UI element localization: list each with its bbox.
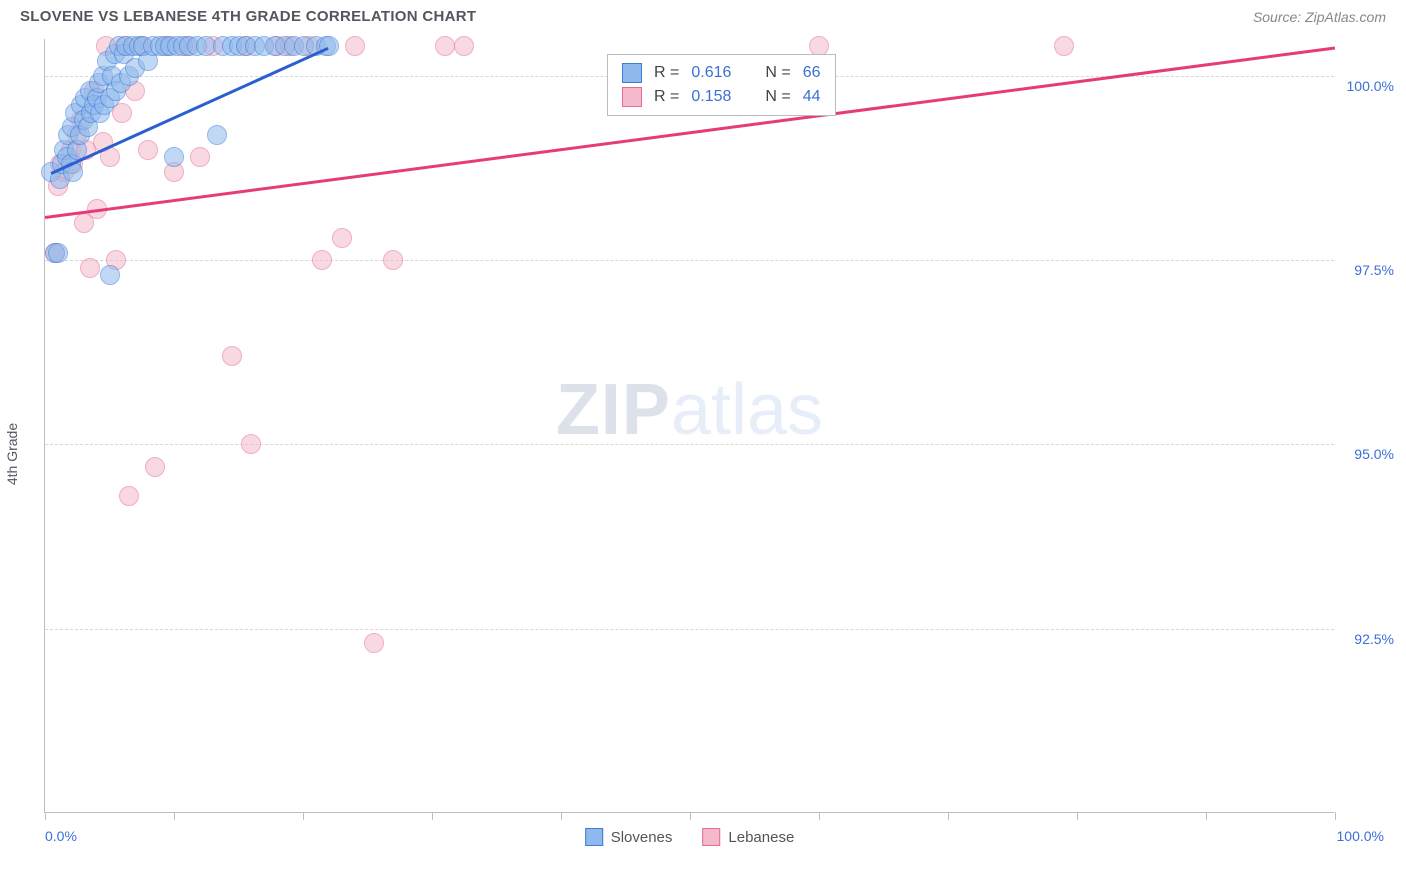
lebanese-point xyxy=(332,228,352,248)
y-tick-label: 97.5% xyxy=(1354,262,1394,278)
y-axis-label: 4th Grade xyxy=(4,423,20,485)
series-swatch xyxy=(622,63,642,83)
watermark: ZIPatlas xyxy=(556,369,823,451)
source-label: Source: ZipAtlas.com xyxy=(1253,9,1386,25)
legend-item: Lebanese xyxy=(702,828,794,846)
slovenes-point xyxy=(100,265,120,285)
legend-swatch xyxy=(585,828,603,846)
legend-swatch xyxy=(702,828,720,846)
lebanese-point xyxy=(145,457,165,477)
lebanese-point xyxy=(80,258,100,278)
stats-row: R = 0.616 N = 66 xyxy=(622,61,821,85)
slovenes-point xyxy=(48,243,68,263)
n-label: N = xyxy=(765,64,790,82)
lebanese-point xyxy=(119,486,139,506)
x-tick xyxy=(432,812,433,820)
lebanese-point xyxy=(222,346,242,366)
legend-label: Lebanese xyxy=(728,829,794,846)
plot-region: ZIPatlas 0.0% 100.0% SlovenesLebanese 10… xyxy=(44,39,1334,813)
lebanese-point xyxy=(190,147,210,167)
legend-item: Slovenes xyxy=(585,828,673,846)
n-value: 44 xyxy=(803,88,821,106)
watermark-zip: ZIP xyxy=(556,370,671,450)
lebanese-point xyxy=(312,250,332,270)
r-value: 0.158 xyxy=(691,88,731,106)
gridline xyxy=(45,444,1334,445)
watermark-atlas: atlas xyxy=(671,370,823,450)
y-tick-label: 100.0% xyxy=(1347,78,1394,94)
chart-header: SLOVENE VS LEBANESE 4TH GRADE CORRELATIO… xyxy=(0,0,1406,29)
x-axis-min-label: 0.0% xyxy=(45,828,77,844)
x-tick xyxy=(174,812,175,820)
r-label: R = xyxy=(654,64,679,82)
r-value: 0.616 xyxy=(691,64,731,82)
r-label: R = xyxy=(654,88,679,106)
legend-label: Slovenes xyxy=(611,829,673,846)
lebanese-point xyxy=(435,36,455,56)
series-legend: Slovenes Lebanese xyxy=(585,828,795,846)
gridline xyxy=(45,629,1334,630)
slovenes-point xyxy=(164,147,184,167)
x-tick xyxy=(303,812,304,820)
lebanese-point xyxy=(454,36,474,56)
lebanese-point xyxy=(383,250,403,270)
x-tick xyxy=(948,812,949,820)
n-label: N = xyxy=(765,88,790,106)
x-tick xyxy=(1335,812,1336,820)
x-tick xyxy=(45,812,46,820)
x-tick xyxy=(1077,812,1078,820)
lebanese-point xyxy=(241,434,261,454)
slovenes-point xyxy=(319,36,339,56)
lebanese-point xyxy=(1054,36,1074,56)
series-swatch xyxy=(622,87,642,107)
slovenes-point xyxy=(207,125,227,145)
x-axis-max-label: 100.0% xyxy=(1337,828,1384,844)
x-tick xyxy=(1206,812,1207,820)
gridline xyxy=(45,260,1334,261)
correlation-stats-box: R = 0.616 N = 66 R = 0.158 N = 44 xyxy=(607,54,836,116)
lebanese-point xyxy=(364,633,384,653)
x-tick xyxy=(561,812,562,820)
lebanese-point xyxy=(138,140,158,160)
y-tick-label: 92.5% xyxy=(1354,631,1394,647)
chart-title: SLOVENE VS LEBANESE 4TH GRADE CORRELATIO… xyxy=(20,8,476,25)
x-tick xyxy=(690,812,691,820)
n-value: 66 xyxy=(803,64,821,82)
stats-row: R = 0.158 N = 44 xyxy=(622,85,821,109)
x-tick xyxy=(819,812,820,820)
lebanese-point xyxy=(345,36,365,56)
chart-area: 4th Grade ZIPatlas 0.0% 100.0% SlovenesL… xyxy=(0,29,1406,879)
y-tick-label: 95.0% xyxy=(1354,446,1394,462)
